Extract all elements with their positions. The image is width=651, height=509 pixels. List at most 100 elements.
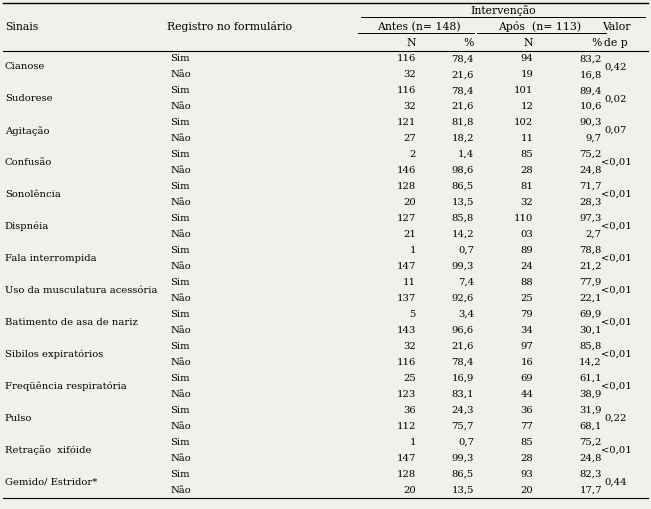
Text: 32: 32 — [403, 342, 416, 351]
Text: 116: 116 — [396, 86, 416, 95]
Text: 99,3: 99,3 — [452, 262, 474, 271]
Text: <0,01: <0,01 — [601, 446, 631, 455]
Text: <0,01: <0,01 — [601, 286, 631, 295]
Text: 146: 146 — [396, 166, 416, 175]
Text: 20: 20 — [521, 486, 533, 495]
Text: 19: 19 — [520, 70, 533, 79]
Text: 16,9: 16,9 — [452, 374, 474, 383]
Text: 7,4: 7,4 — [458, 278, 474, 287]
Text: 101: 101 — [514, 86, 533, 95]
Text: 28: 28 — [521, 454, 533, 463]
Text: Sim: Sim — [171, 470, 190, 479]
Text: 25: 25 — [403, 374, 416, 383]
Text: 75,2: 75,2 — [579, 438, 602, 447]
Text: Sim: Sim — [171, 214, 190, 223]
Text: Sim: Sim — [171, 278, 190, 287]
Text: 143: 143 — [396, 326, 416, 335]
Text: 0,02: 0,02 — [605, 94, 627, 103]
Text: 11: 11 — [520, 134, 533, 143]
Text: Não: Não — [171, 294, 191, 303]
Text: 96,6: 96,6 — [452, 326, 474, 335]
Text: 77: 77 — [521, 422, 533, 431]
Text: 83,1: 83,1 — [451, 390, 474, 399]
Text: 78,4: 78,4 — [451, 86, 474, 95]
Text: 69: 69 — [521, 374, 533, 383]
Text: Após  (n= 113): Após (n= 113) — [499, 21, 582, 32]
Text: 89,4: 89,4 — [579, 86, 602, 95]
Text: 94: 94 — [520, 54, 533, 63]
Text: 1,4: 1,4 — [458, 150, 474, 159]
Text: 92,6: 92,6 — [452, 294, 474, 303]
Text: 75,2: 75,2 — [579, 150, 602, 159]
Text: 03: 03 — [521, 230, 533, 239]
Text: 9,7: 9,7 — [586, 134, 602, 143]
Text: 97,3: 97,3 — [579, 214, 602, 223]
Text: 0,44: 0,44 — [605, 478, 628, 487]
Text: 13,5: 13,5 — [451, 486, 474, 495]
Text: 112: 112 — [396, 422, 416, 431]
Text: Fala interrompida: Fala interrompida — [5, 254, 96, 263]
Text: 82,3: 82,3 — [579, 470, 602, 479]
Text: <0,01: <0,01 — [601, 158, 631, 167]
Text: 99,3: 99,3 — [452, 454, 474, 463]
Text: Intervenção: Intervenção — [470, 6, 536, 16]
Text: 2: 2 — [409, 150, 416, 159]
Text: 20: 20 — [403, 198, 416, 207]
Text: Sonolência: Sonolência — [5, 190, 61, 199]
Text: 38,9: 38,9 — [579, 390, 602, 399]
Text: Sim: Sim — [171, 374, 190, 383]
Text: 18,2: 18,2 — [451, 134, 474, 143]
Text: <0,01: <0,01 — [601, 350, 631, 359]
Text: 88: 88 — [521, 278, 533, 287]
Text: 21,6: 21,6 — [452, 342, 474, 351]
Text: Não: Não — [171, 70, 191, 79]
Text: 25: 25 — [521, 294, 533, 303]
Text: 78,4: 78,4 — [451, 358, 474, 367]
Text: 90,3: 90,3 — [579, 118, 602, 127]
Text: 36: 36 — [521, 406, 533, 415]
Text: 68,1: 68,1 — [579, 422, 602, 431]
Text: 20: 20 — [403, 486, 416, 495]
Text: Sim: Sim — [171, 438, 190, 447]
Text: 30,1: 30,1 — [579, 326, 602, 335]
Text: 85: 85 — [521, 150, 533, 159]
Text: 137: 137 — [396, 294, 416, 303]
Text: 14,2: 14,2 — [451, 230, 474, 239]
Text: Registro no formulário: Registro no formulário — [167, 21, 292, 32]
Text: <0,01: <0,01 — [601, 254, 631, 263]
Text: Sim: Sim — [171, 182, 190, 191]
Text: 11: 11 — [403, 278, 416, 287]
Text: Não: Não — [171, 326, 191, 335]
Text: 86,5: 86,5 — [452, 182, 474, 191]
Text: 93: 93 — [521, 470, 533, 479]
Text: 1: 1 — [409, 246, 416, 255]
Text: 12: 12 — [520, 102, 533, 111]
Text: 36: 36 — [403, 406, 416, 415]
Text: 32: 32 — [521, 198, 533, 207]
Text: 32: 32 — [403, 102, 416, 111]
Text: 85,8: 85,8 — [579, 342, 602, 351]
Text: Não: Não — [171, 454, 191, 463]
Text: Não: Não — [171, 262, 191, 271]
Text: Valor: Valor — [602, 22, 630, 32]
Text: %: % — [591, 38, 602, 48]
Text: 28: 28 — [521, 166, 533, 175]
Text: 27: 27 — [403, 134, 416, 143]
Text: Sim: Sim — [171, 118, 190, 127]
Text: <0,01: <0,01 — [601, 382, 631, 391]
Text: Não: Não — [171, 486, 191, 495]
Text: N: N — [524, 38, 533, 48]
Text: Sim: Sim — [171, 150, 190, 159]
Text: Sim: Sim — [171, 310, 190, 319]
Text: Retração  xifóide: Retração xifóide — [5, 445, 91, 455]
Text: 21,6: 21,6 — [452, 70, 474, 79]
Text: 110: 110 — [514, 214, 533, 223]
Text: Gemido/ Estridor*: Gemido/ Estridor* — [5, 478, 97, 487]
Text: Sim: Sim — [171, 86, 190, 95]
Text: 102: 102 — [514, 118, 533, 127]
Text: 81: 81 — [520, 182, 533, 191]
Text: 78,4: 78,4 — [451, 54, 474, 63]
Text: N: N — [406, 38, 416, 48]
Text: Freqüência respiratória: Freqüência respiratória — [5, 382, 126, 391]
Text: Dispnéia: Dispnéia — [5, 222, 49, 231]
